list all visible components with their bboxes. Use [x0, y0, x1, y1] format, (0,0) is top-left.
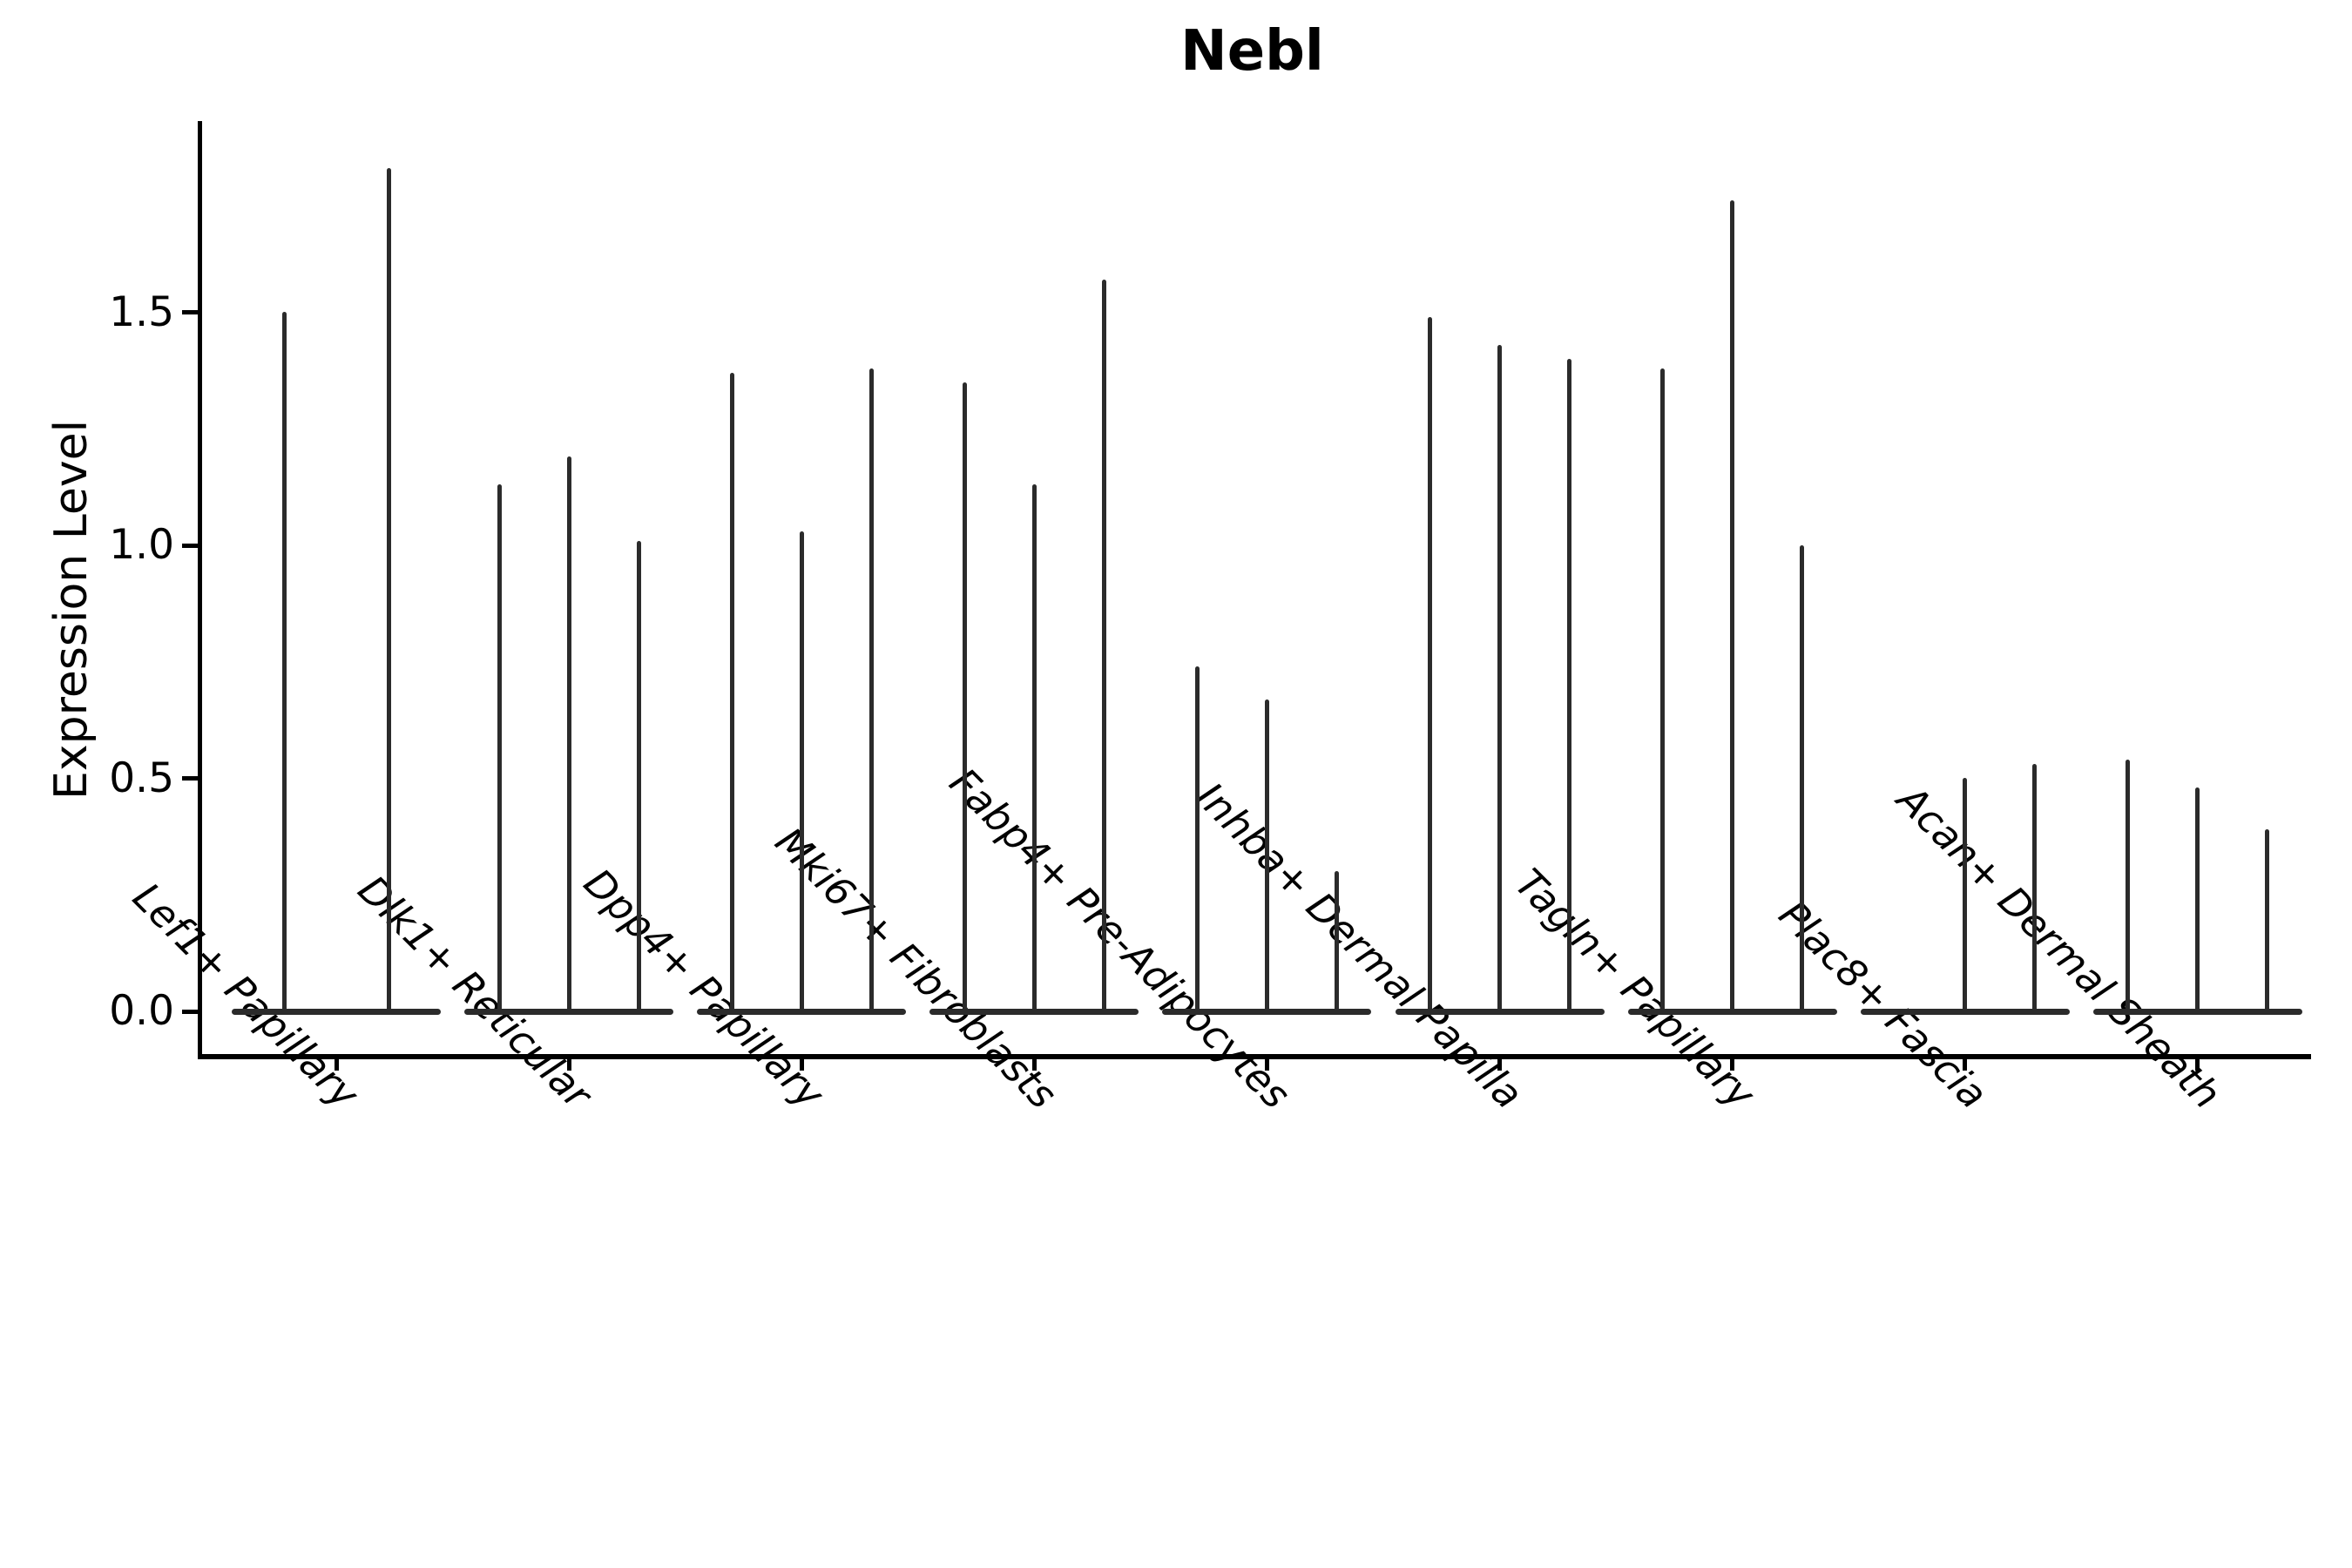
violin-spike: [2032, 764, 2038, 1014]
x-axis-tick: [334, 1054, 339, 1071]
violin-spike: [1264, 700, 1269, 1014]
violin-spike: [2195, 787, 2200, 1014]
y-tick-label: 1.5: [109, 287, 174, 336]
violin-spike: [799, 531, 804, 1014]
plot-title: Nebl: [1180, 19, 1324, 84]
x-axis-tick: [1031, 1054, 1037, 1071]
violin-spike: [1031, 484, 1037, 1014]
x-axis-tick: [2195, 1054, 2200, 1071]
violin-spike: [1428, 317, 1432, 1014]
x-axis-tick: [799, 1054, 804, 1071]
violin-spike: [2126, 760, 2131, 1014]
violin-spike: [281, 312, 287, 1014]
violin-spike: [1730, 200, 1735, 1014]
violin-spike: [1963, 778, 1968, 1014]
x-axis-tick: [1497, 1054, 1502, 1071]
y-axis-tick: [182, 1009, 198, 1014]
violin-spike: [962, 382, 967, 1014]
violin-spike: [1567, 359, 1571, 1014]
y-tick-label: 0.5: [109, 754, 174, 802]
violin-spike: [729, 373, 734, 1014]
violin-spike: [497, 484, 502, 1014]
x-axis-tick: [566, 1054, 571, 1071]
violin-spike: [2265, 829, 2270, 1014]
y-axis-tick: [182, 310, 198, 314]
violin-spike: [1660, 368, 1666, 1014]
x-axis-tick: [1264, 1054, 1269, 1071]
x-axis-tick: [1963, 1054, 1968, 1071]
violin-spike: [1334, 871, 1339, 1014]
x-axis-tick: [1730, 1054, 1735, 1071]
violin-spike: [868, 368, 874, 1014]
violin-spike: [1194, 666, 1200, 1014]
y-axis-label: Expression Level: [45, 419, 98, 801]
violin-spike: [636, 541, 641, 1014]
axes: [198, 121, 2311, 1059]
violin-spike: [566, 456, 571, 1014]
y-axis-tick: [182, 776, 198, 781]
violin-spike: [386, 168, 391, 1014]
y-axis-tick: [182, 543, 198, 548]
violin-spike: [1800, 545, 1805, 1014]
violin-spike: [1497, 345, 1502, 1014]
y-tick-label: 1.0: [109, 521, 174, 569]
violin-spike: [1101, 280, 1106, 1014]
y-tick-label: 0.0: [109, 987, 174, 1035]
violin-baseline: [232, 1009, 441, 1015]
